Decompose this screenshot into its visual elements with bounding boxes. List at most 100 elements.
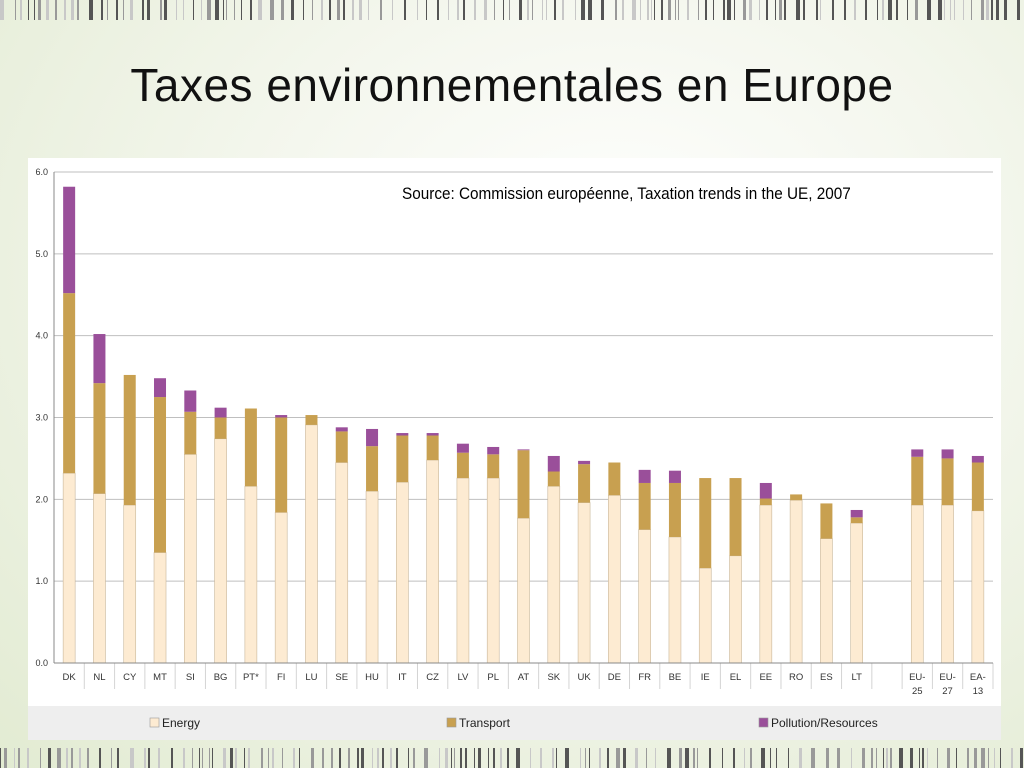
barcode-stripe [770, 748, 771, 768]
barcode-stripe [915, 0, 918, 20]
bar-pollution [214, 407, 227, 418]
barcode-stripe [944, 0, 945, 20]
barcode-stripe [527, 0, 529, 20]
bar-transport [971, 462, 984, 511]
barcode-stripe [784, 0, 786, 20]
bar-pollution [184, 390, 197, 412]
barcode-stripe [396, 748, 398, 768]
barcode-stripe [40, 748, 41, 768]
bar-energy [820, 538, 833, 664]
barcode-stripe [223, 0, 224, 20]
barcode-stripe [971, 0, 972, 20]
barcode-stripe [404, 0, 406, 20]
barcode-stripe [55, 0, 57, 20]
barcode-stripe [938, 0, 942, 20]
barcode-stripe [601, 0, 604, 20]
bar-pollution [335, 427, 348, 432]
bar-transport [517, 450, 530, 519]
bar-pollution [366, 428, 379, 447]
x-category-label: DE [608, 672, 621, 683]
barcode-stripe [743, 0, 746, 20]
barcode-stripe [413, 748, 415, 768]
barcode-stripe [516, 748, 520, 768]
bar-transport [184, 411, 197, 455]
barcode-stripe [927, 748, 928, 768]
barcode-stripe [709, 748, 711, 768]
barcode-stripe [530, 748, 531, 768]
barcode-stripe [615, 0, 617, 20]
barcode-stripe [484, 0, 487, 20]
barcode-stripe [437, 0, 439, 20]
bar-transport [790, 494, 803, 501]
barcode-stripe [268, 748, 269, 768]
barcode-stripe [248, 748, 250, 768]
barcode-stripe [282, 748, 283, 768]
bar-energy [93, 493, 106, 664]
barcode-stripe [685, 748, 689, 768]
legend-label: Energy [162, 716, 200, 730]
x-category-label: LU [305, 672, 317, 683]
legend-swatch [758, 717, 769, 728]
decorative-strip-top [0, 0, 1020, 20]
x-category-label: LV [457, 672, 469, 683]
barcode-stripe [877, 0, 878, 20]
barcode-stripe [99, 748, 101, 768]
x-category-label: FI [277, 672, 285, 683]
barcode-stripe [907, 0, 908, 20]
barcode-stripe [4, 748, 7, 768]
x-category-label: PL [487, 672, 499, 683]
bar-pollution [547, 455, 560, 472]
bar-transport [668, 482, 681, 537]
barcode-stripe [585, 748, 586, 768]
barcode-stripe [66, 748, 68, 768]
barcode-stripe [465, 748, 467, 768]
x-category-label: AT [518, 672, 530, 683]
barcode-stripe [372, 748, 373, 768]
bar-energy [62, 472, 76, 664]
bar-transport [941, 458, 954, 506]
x-category-label: CY [123, 672, 137, 683]
barcode-stripe [352, 0, 354, 20]
barcode-stripe [488, 748, 489, 768]
barcode-stripe [339, 748, 341, 768]
barcode-stripe [439, 748, 440, 768]
barcode-stripe [796, 0, 800, 20]
barcode-stripe [776, 748, 777, 768]
barcode-stripe [509, 0, 510, 20]
barcode-stripe [865, 0, 867, 20]
barcode-stripe [635, 748, 638, 768]
x-category-label: IE [701, 672, 710, 683]
bar-transport [93, 383, 106, 494]
barcode-stripe [321, 0, 323, 20]
x-category-label: BE [669, 672, 682, 683]
barcode-stripe [202, 748, 203, 768]
bar-transport [608, 462, 621, 496]
barcode-stripe [552, 748, 554, 768]
bar-energy [850, 522, 863, 664]
barcode-stripe [974, 748, 977, 768]
barcode-stripe [311, 748, 314, 768]
barcode-stripe [896, 0, 898, 20]
barcode-stripe [651, 0, 652, 20]
barcode-stripe [766, 0, 768, 20]
bar-energy [698, 567, 712, 664]
barcode-stripe [750, 748, 752, 768]
legend-band [28, 706, 1001, 740]
barcode-stripe [460, 748, 462, 768]
barcode-stripe [494, 0, 495, 20]
barcode-stripe [234, 0, 235, 20]
barcode-stripe [77, 0, 79, 20]
barcode-stripe [293, 748, 295, 768]
barcode-stripe [445, 748, 448, 768]
barcode-stripe [361, 748, 364, 768]
y-tick-label: 1.0 [35, 576, 48, 586]
bar-transport [578, 464, 591, 503]
barcode-stripe [503, 0, 504, 20]
bar-transport [396, 435, 409, 483]
barcode-stripe [883, 748, 884, 768]
bar-transport [850, 517, 863, 524]
y-tick-label: 2.0 [35, 494, 48, 504]
barcode-stripe [235, 748, 237, 768]
barcode-stripe [981, 0, 984, 20]
x-category-label: LT [851, 672, 862, 683]
